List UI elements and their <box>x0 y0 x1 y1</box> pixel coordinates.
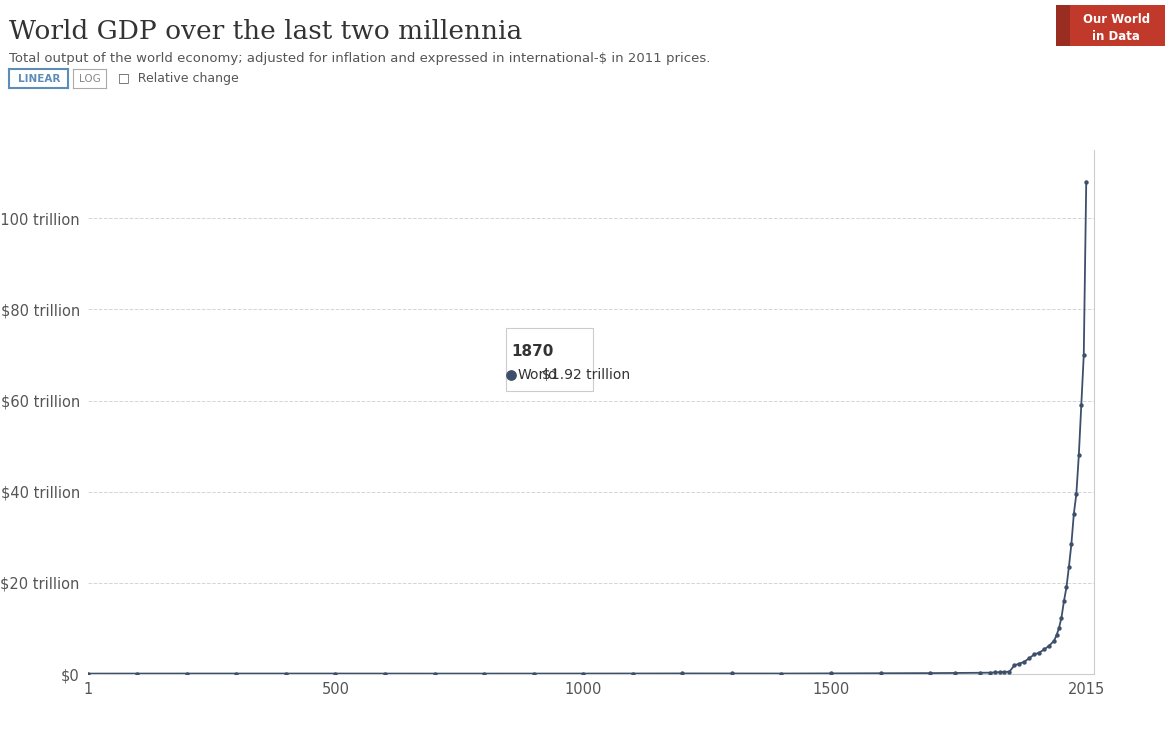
Point <box>871 667 890 679</box>
Point <box>822 667 841 679</box>
FancyBboxPatch shape <box>507 327 593 392</box>
Point <box>1071 399 1090 411</box>
Point <box>1040 640 1058 652</box>
Point <box>1077 176 1096 188</box>
Text: LINEAR: LINEAR <box>18 73 60 84</box>
Point <box>178 667 196 679</box>
Point <box>1047 629 1065 641</box>
Point <box>426 667 445 679</box>
Point <box>1020 652 1038 664</box>
Point <box>1064 508 1083 520</box>
Point <box>128 667 147 679</box>
Text: World: World <box>517 369 557 383</box>
Point <box>1075 349 1094 361</box>
Text: □  Relative change: □ Relative change <box>118 72 239 85</box>
Text: 1870: 1870 <box>512 344 554 359</box>
Point <box>1010 658 1029 670</box>
Point <box>970 667 989 679</box>
Point <box>722 667 741 679</box>
Point <box>1005 659 1024 671</box>
Point <box>1055 595 1074 607</box>
Point <box>1060 561 1078 573</box>
Point <box>1050 622 1069 634</box>
Point <box>1024 649 1043 661</box>
Point <box>1067 488 1085 500</box>
Point <box>227 667 246 679</box>
Point <box>995 666 1014 678</box>
Point <box>326 667 345 679</box>
Point <box>623 667 642 679</box>
Point <box>1030 646 1049 658</box>
Text: World GDP over the last two millennia: World GDP over the last two millennia <box>9 19 522 43</box>
Point <box>475 667 494 679</box>
Point <box>1035 643 1054 655</box>
Point <box>1069 449 1088 461</box>
Text: Our World: Our World <box>1083 13 1150 26</box>
Point <box>1044 635 1063 647</box>
Text: Total output of the world economy; adjusted for inflation and expressed in inter: Total output of the world economy; adjus… <box>9 52 710 65</box>
Point <box>921 667 940 679</box>
Text: $1.92 trillion: $1.92 trillion <box>542 369 630 383</box>
Point <box>524 667 543 679</box>
Point <box>990 667 1009 679</box>
Point <box>1057 581 1076 593</box>
Point <box>502 369 521 381</box>
Point <box>1000 666 1018 678</box>
Point <box>773 667 791 679</box>
Point <box>946 667 964 679</box>
Point <box>1053 612 1071 624</box>
Point <box>1062 539 1081 551</box>
Text: LOG: LOG <box>79 73 100 84</box>
Point <box>375 667 394 679</box>
Text: in Data: in Data <box>1093 30 1141 43</box>
Point <box>981 667 1000 679</box>
Point <box>1015 656 1034 668</box>
Point <box>574 667 593 679</box>
Point <box>673 667 691 679</box>
Point <box>276 667 295 679</box>
Point <box>985 667 1004 679</box>
Point <box>79 667 98 679</box>
